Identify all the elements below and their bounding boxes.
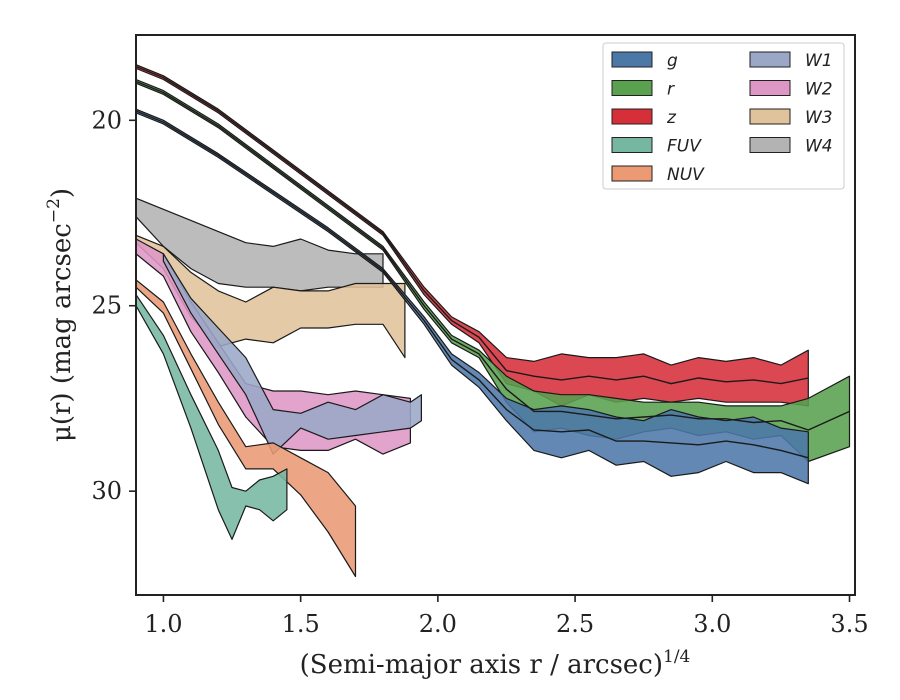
plot-frame (135, 34, 856, 596)
y-axis-label: μ(r) (mag arcsec−2) (44, 188, 77, 442)
outline-z (136, 65, 809, 385)
legend-swatch-w1 (749, 51, 791, 68)
band-w1 (162, 253, 422, 455)
legend-label-g: g (667, 51, 678, 71)
x-axis-label-text: (Semi-major axis r / arcsec) (300, 650, 663, 680)
series-outlines (136, 65, 850, 459)
band-r (136, 78, 851, 463)
x-tick-label: 2.5 (556, 610, 594, 638)
legend: grz FUV NUV W1 W2 W3 W4 (602, 42, 845, 190)
x-axis: 1.0 1.5 2.0 2.5 3.0 3.5 (144, 595, 869, 638)
outline-g (136, 110, 809, 459)
legend-label-z: z (666, 108, 677, 128)
legend-swatch-w4 (749, 137, 791, 153)
band-fuv (136, 294, 288, 541)
x-axis-label: (Semi-major axis r / arcsec)1/4 (300, 647, 691, 680)
x-tick-label: 2.0 (419, 610, 457, 638)
legend-label-w2: W2 (805, 80, 833, 100)
legend-label-r: r (667, 80, 675, 100)
x-tick-label: 1.0 (144, 610, 182, 638)
outline-r (136, 80, 850, 431)
y-axis: 20 25 30 (91, 106, 136, 505)
x-tick-label: 3.5 (830, 610, 868, 638)
legend-label-fuv: FUV (667, 137, 702, 157)
legend-swatch-nuv (611, 165, 653, 182)
legend-swatch-z (611, 108, 653, 125)
legend-label-w4: W4 (805, 137, 833, 157)
legend-swatch-g (611, 51, 653, 68)
legend-label-nuv: NUV (667, 165, 705, 185)
y-tick-label: 30 (91, 477, 122, 505)
legend-swatch-r (611, 80, 653, 96)
legend-swatch-fuv (611, 137, 653, 153)
legend-label-w1: W1 (805, 51, 833, 71)
legend-swatch-w3 (749, 108, 791, 125)
y-tick-label: 25 (91, 292, 122, 320)
x-tick-label: 3.0 (693, 610, 731, 638)
legend-swatch-w2 (749, 80, 791, 96)
x-tick-label: 1.5 (282, 610, 320, 638)
legend-label-w3: W3 (805, 108, 833, 128)
band-nuv (136, 279, 357, 578)
y-axis-label-text: μ(r) (mag arcsec (47, 223, 77, 442)
y-tick-label: 20 (91, 106, 122, 134)
y-axis-label-exponent: −2 (44, 198, 64, 223)
x-axis-label-exponent: 1/4 (663, 647, 690, 667)
